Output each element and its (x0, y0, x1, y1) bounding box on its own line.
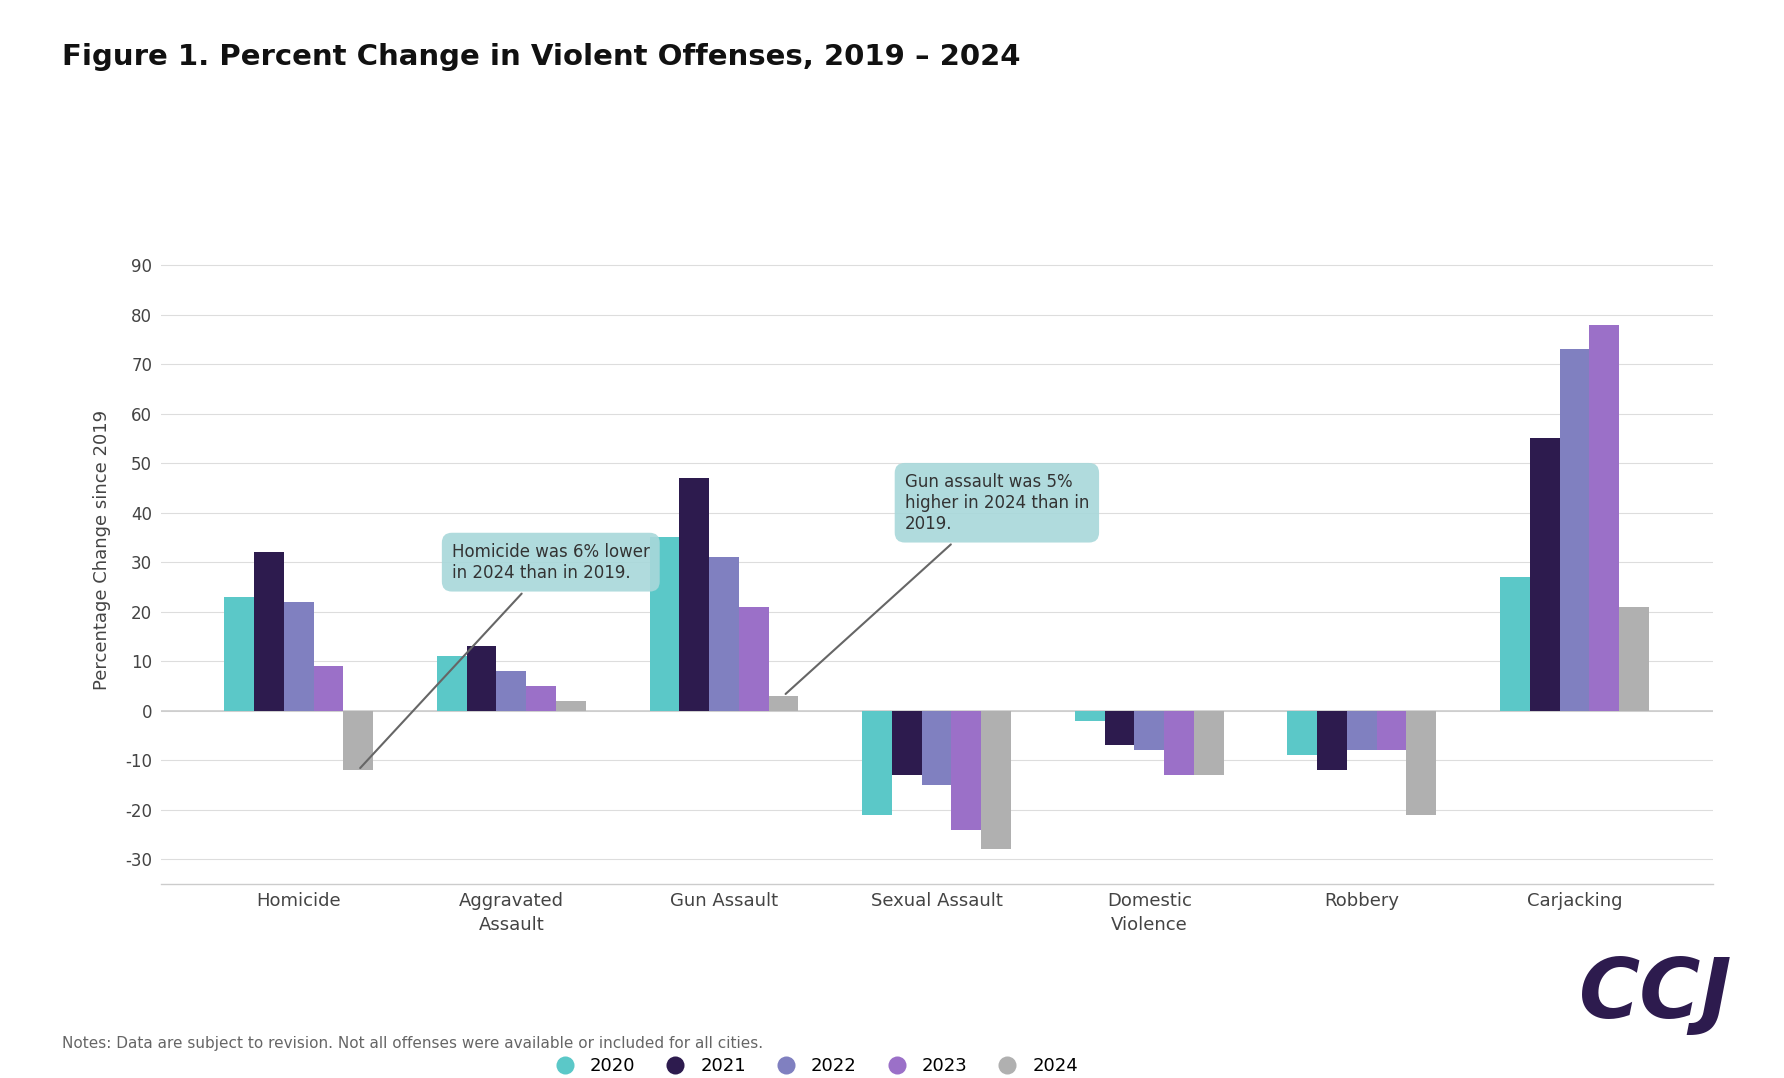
Bar (253, 552, 284, 710)
Bar (739, 607, 769, 710)
Bar (981, 710, 1012, 849)
Bar (680, 478, 708, 710)
Text: CCJ: CCJ (1579, 954, 1732, 1035)
Bar (343, 710, 373, 770)
Bar (951, 710, 981, 829)
Bar (467, 647, 496, 710)
Bar (862, 710, 892, 815)
Text: Notes: Data are subject to revision. Not all offenses were available or included: Notes: Data are subject to revision. Not… (62, 1036, 764, 1051)
Bar (314, 666, 343, 710)
Bar (1104, 710, 1135, 745)
Bar (1620, 607, 1648, 710)
Text: Gun assault was 5%
higher in 2024 than in
2019.: Gun assault was 5% higher in 2024 than i… (785, 473, 1088, 694)
Bar (437, 657, 467, 710)
Bar (1347, 710, 1377, 750)
Bar (557, 701, 585, 710)
Bar (225, 597, 253, 710)
Bar (922, 710, 951, 785)
Bar (1531, 439, 1559, 710)
Text: Figure 1. Percent Change in Violent Offenses, 2019 – 2024: Figure 1. Percent Change in Violent Offe… (62, 43, 1020, 71)
Y-axis label: Percentage Change since 2019: Percentage Change since 2019 (93, 410, 111, 690)
Bar (1165, 710, 1193, 775)
Bar (526, 686, 557, 710)
Bar (1377, 710, 1406, 750)
Bar (1500, 577, 1531, 710)
Bar (1288, 710, 1317, 756)
Bar (1135, 710, 1165, 750)
Text: Homicide was 6% lower
in 2024 than in 2019.: Homicide was 6% lower in 2024 than in 20… (360, 542, 649, 768)
Bar (1074, 710, 1104, 720)
Bar (1317, 710, 1347, 770)
Bar (1559, 349, 1590, 710)
Bar (1193, 710, 1224, 775)
Bar (1590, 324, 1620, 710)
Legend: 2020, 2021, 2022, 2023, 2024: 2020, 2021, 2022, 2023, 2024 (546, 1058, 1078, 1076)
Bar (708, 557, 739, 710)
Bar (284, 602, 314, 710)
Bar (1406, 710, 1436, 815)
Bar (769, 695, 799, 710)
Bar (496, 672, 526, 710)
Bar (649, 538, 680, 710)
Bar (892, 710, 922, 775)
